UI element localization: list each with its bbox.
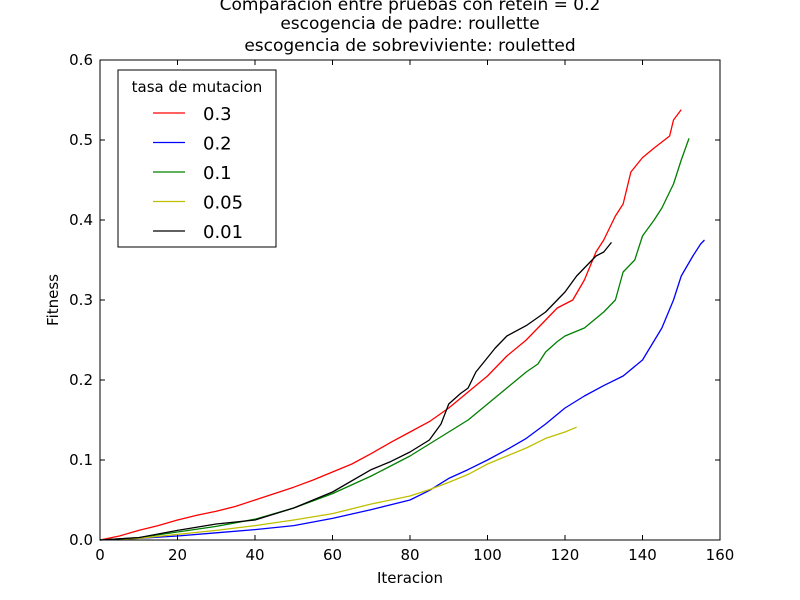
series-line-0-3: [99, 109, 682, 541]
y-tick-label: 0.2: [69, 371, 93, 389]
y-tick-label: 0.1: [69, 451, 93, 469]
y-tick-label: 0.4: [69, 211, 93, 229]
legend-label-0-05: 0.05: [203, 193, 243, 214]
x-tick-label: 40: [245, 546, 264, 564]
chart-title: Comparacion entre pruebas con retein = 0…: [220, 0, 601, 56]
x-tick-label: 100: [473, 546, 502, 564]
series-lines: [99, 109, 705, 541]
legend-frame: [117, 69, 277, 248]
legend-title: tasa de mutacion: [132, 78, 263, 96]
y-tick-label: 0.0: [69, 531, 93, 549]
chart-title-line-3: escogencia de sobreviviente: rouletted: [244, 36, 575, 56]
x-tick-label: 0: [95, 546, 105, 564]
series-line-0-2: [99, 239, 705, 541]
x-tick-label: 160: [706, 546, 735, 564]
series-line-0-01: [99, 241, 613, 541]
legend-label-0-1: 0.1: [203, 163, 232, 184]
x-tick-label: 120: [551, 546, 580, 564]
x-axis-label: Iteracion: [377, 569, 443, 587]
y-axis-label: Fitness: [44, 274, 62, 326]
series-line-0-05: [99, 426, 577, 541]
legend: tasa de mutacion 0.3 0.2 0.1 0.05 0.01: [117, 69, 277, 248]
chart-title-line-2: escogencia de padre: roullette: [280, 14, 539, 34]
chart-title-line-1: Comparacion entre pruebas con retein = 0…: [220, 0, 601, 15]
axis-ticks: 0 20 40 60 80 100 120 140 160 0.0 0.1 0.2 0.3 0.4 0.5 0…: [69, 51, 734, 564]
legend-label-0-2: 0.2: [203, 134, 232, 155]
x-tick-label: 20: [168, 546, 187, 564]
y-tick-label: 0.6: [69, 51, 93, 69]
y-tick-label: 0.3: [69, 291, 93, 309]
y-tick-label: 0.5: [69, 131, 93, 149]
x-tick-label: 80: [400, 546, 419, 564]
legend-label-0-3: 0.3: [203, 104, 232, 125]
legend-label-0-01: 0.01: [203, 222, 243, 243]
x-tick-label: 140: [628, 546, 657, 564]
x-tick-label: 60: [323, 546, 342, 564]
